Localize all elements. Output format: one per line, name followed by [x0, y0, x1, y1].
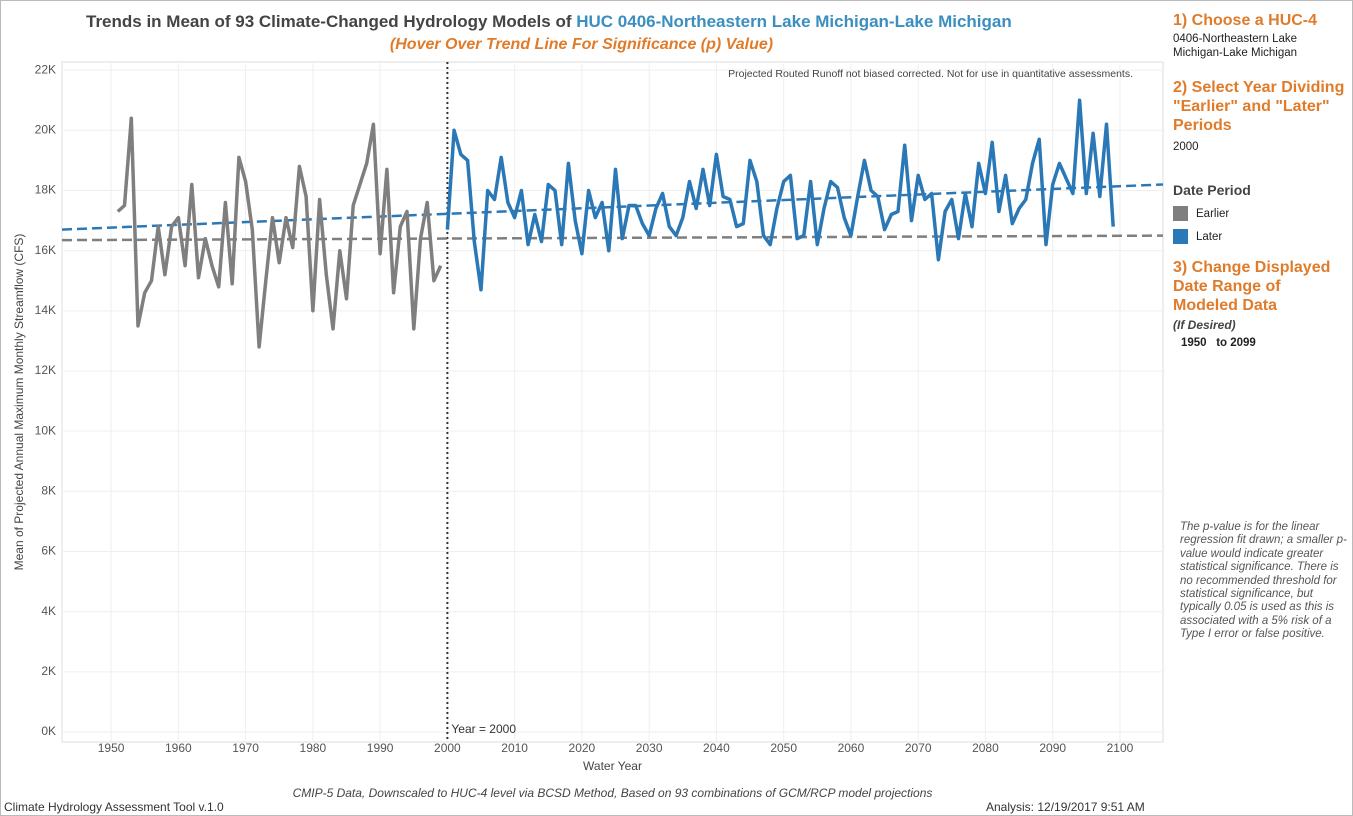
- y-tick-label: 0K: [41, 724, 56, 738]
- x-tick-label: 2010: [501, 741, 528, 755]
- x-tick-label: 2020: [569, 741, 596, 755]
- title: Trends in Mean of 93 Climate-Changed Hyd…: [86, 12, 1012, 32]
- x-tick-label: 2070: [905, 741, 932, 755]
- chart: 0K 2K 4K 6K 8K 10K 12K 14K 16K 18K 20K 22K 1950 1960 1…: [12, 61, 1164, 773]
- y-tick-label: 22K: [35, 62, 56, 76]
- reference-label: Year = 2000: [451, 722, 516, 736]
- legend-title: Date Period: [1173, 182, 1251, 198]
- x-tick-label: 2090: [1039, 741, 1066, 755]
- p-value-note: The p-value is for the linear regression…: [1180, 521, 1347, 641]
- note: Projected Routed Runoff not biased corre…: [728, 68, 1133, 80]
- x-tick-label: 2030: [636, 741, 663, 755]
- x-tick-label: 2100: [1107, 741, 1134, 755]
- legend-swatch: [1173, 229, 1188, 244]
- x-tick-label: 2000: [434, 741, 461, 755]
- plot-area: [61, 61, 1164, 743]
- title-text: Trends in Mean of 93 Climate-Changed Hyd…: [86, 12, 577, 31]
- if-desired: (If Desired): [1173, 318, 1236, 332]
- legend-label: Later: [1196, 230, 1223, 243]
- date-range[interactable]: 1950 to 2099: [1181, 336, 1353, 350]
- legend-swatch: [1173, 206, 1188, 221]
- subtitle: (Hover Over Trend Line For Significance …: [389, 36, 774, 53]
- step1-heading: 1) Choose a HUC-4: [1173, 12, 1318, 29]
- x-tick-label: 1950: [98, 741, 125, 755]
- footer-tool: Climate Hydrology Assessment Tool v.1.0: [4, 800, 224, 814]
- range-to[interactable]: to 2099: [1216, 337, 1256, 349]
- series-line: [445, 98, 1115, 292]
- series-line: [116, 116, 443, 349]
- huc-value[interactable]: 0406-Northeastern Lake Michigan-Lake Mic…: [1173, 33, 1298, 59]
- y-tick-label: 16K: [35, 243, 56, 257]
- y-tick-label: 20K: [35, 122, 56, 136]
- y-tick-label: 14K: [35, 303, 56, 317]
- step3-heading: 3) Change Displayed Date Range of Modele…: [1173, 259, 1331, 314]
- x-tick-label: 1970: [232, 741, 259, 755]
- legend: Earlier Later: [1173, 202, 1348, 248]
- x-axis-label: Water Year: [583, 759, 642, 773]
- y-tick-label: 8K: [41, 484, 56, 498]
- trend-line: [61, 234, 1164, 242]
- y-tick-label: 2K: [41, 664, 56, 678]
- title-huc: HUC 0406-Northeastern Lake Michigan-Lake…: [576, 12, 1012, 31]
- legend-entry[interactable]: Later: [1173, 225, 1348, 248]
- x-tick-label: 1960: [165, 741, 192, 755]
- legend-entry[interactable]: Earlier: [1173, 202, 1348, 225]
- x-tick-label: 2050: [770, 741, 797, 755]
- x-tick-label: 2060: [838, 741, 865, 755]
- range-from[interactable]: 1950: [1181, 337, 1207, 349]
- trend-line: [61, 183, 1164, 231]
- year-value[interactable]: 2000: [1173, 141, 1199, 153]
- x-tick-label: 2080: [972, 741, 999, 755]
- step2-heading: 2) Select Year Dividing "Earlier" and "L…: [1173, 79, 1345, 134]
- footer-analysis: Analysis: 12/19/2017 9:51 AM: [986, 800, 1145, 814]
- x-tick-label: 1990: [367, 741, 394, 755]
- y-axis-label: Mean of Projected Annual Maximum Monthly…: [12, 234, 26, 571]
- y-tick-label: 4K: [41, 604, 56, 618]
- x-tick-label: 2040: [703, 741, 730, 755]
- x-tick-label: 1980: [300, 741, 327, 755]
- y-tick-label: 12K: [35, 363, 56, 377]
- footer-source: CMIP-5 Data, Downscaled to HUC-4 level v…: [292, 786, 933, 800]
- y-tick-label: 6K: [41, 544, 56, 558]
- y-tick-label: 10K: [35, 423, 56, 437]
- y-tick-label: 18K: [35, 183, 56, 197]
- legend-label: Earlier: [1196, 207, 1230, 220]
